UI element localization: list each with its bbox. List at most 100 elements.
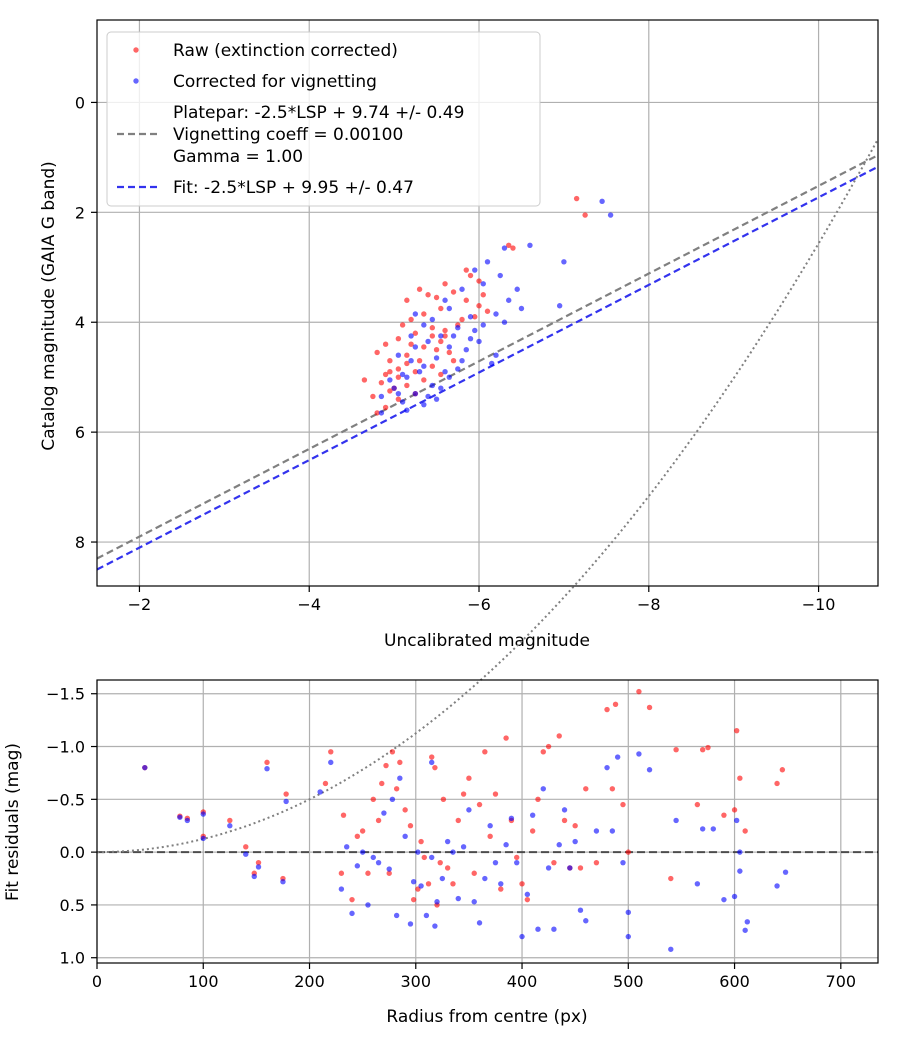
corrected-point (503, 842, 508, 847)
raw-point (705, 745, 710, 750)
corrected-point (482, 876, 487, 881)
corrected-point (459, 358, 464, 363)
raw-point (376, 818, 381, 823)
corrected-point (376, 860, 381, 865)
corrected-point (668, 947, 673, 952)
raw-point (383, 763, 388, 768)
raw-point (562, 818, 567, 823)
corrected-point (447, 306, 452, 311)
corrected-point (498, 273, 503, 278)
corrected-point (450, 849, 455, 854)
corrected-point (519, 934, 524, 939)
raw-point (481, 292, 486, 297)
corrected-point (485, 259, 490, 264)
raw-point (417, 287, 422, 292)
raw-point (426, 881, 431, 886)
corrected-point (468, 336, 473, 341)
corrected-point (466, 807, 471, 812)
corrected-point (737, 849, 742, 854)
corrected-point (413, 344, 418, 349)
y-tick-label: −0.5 (46, 790, 85, 809)
raw-point (421, 344, 426, 349)
raw-point (456, 818, 461, 823)
raw-point (379, 380, 384, 385)
bottom-x-axis-label: Radius from centre (px) (386, 1007, 587, 1027)
raw-point (430, 363, 435, 368)
corrected-point (695, 881, 700, 886)
corrected-point (535, 927, 540, 932)
corrected-point (481, 322, 486, 327)
raw-point (355, 834, 360, 839)
raw-point (417, 358, 422, 363)
y-tick-label: −1.0 (46, 738, 85, 757)
platepar-line (97, 155, 878, 558)
corrected-point (283, 799, 288, 804)
legend-raw-marker (133, 47, 138, 52)
corrected-point (599, 199, 604, 204)
raw-point (578, 865, 583, 870)
corrected-point (256, 864, 261, 869)
corrected-point (317, 789, 322, 794)
corrected-point (434, 396, 439, 401)
y-tick-label: 0 (75, 93, 85, 112)
corrected-point (476, 339, 481, 344)
raw-point (546, 744, 551, 749)
corrected-point (546, 865, 551, 870)
raw-point (434, 295, 439, 300)
raw-point (418, 839, 423, 844)
legend-corrected-label: Corrected for vignetting (173, 72, 377, 92)
corrected-point (349, 911, 354, 916)
corrected-point (425, 339, 430, 344)
raw-point (383, 372, 388, 377)
corrected-point (527, 243, 532, 248)
raw-point (582, 212, 587, 217)
corrected-point (418, 883, 423, 888)
magnitude-scatter-plot: −2 −4 −6 −8 −1002468 Uncalibrated magnitude … (39, 20, 878, 651)
corrected-point (493, 860, 498, 865)
corrected-point (379, 394, 384, 399)
corrected-point (721, 897, 726, 902)
raw-point (438, 306, 443, 311)
raw-point (365, 871, 370, 876)
corrected-point (562, 807, 567, 812)
corrected-point (551, 927, 556, 932)
corrected-point (626, 934, 631, 939)
corrected-point (447, 344, 452, 349)
raw-point (328, 749, 333, 754)
corrected-point (387, 377, 392, 382)
raw-point (383, 342, 388, 347)
raw-point (400, 322, 405, 327)
corrected-point (572, 839, 577, 844)
raw-point (583, 786, 588, 791)
legend-fit-label: Fit: -2.5*LSP + 9.95 +/- 0.47 (173, 178, 414, 198)
y-tick-label: 0.0 (60, 843, 85, 862)
corrected-point (610, 828, 615, 833)
x-tick-label: 300 (401, 972, 432, 991)
corrected-point (561, 259, 566, 264)
corrected-point (408, 921, 413, 926)
raw-point (636, 689, 641, 694)
corrected-point (391, 385, 396, 390)
corrected-point (402, 834, 407, 839)
raw-point (572, 823, 577, 828)
corrected-point (636, 751, 641, 756)
x-tick-label: 200 (294, 972, 325, 991)
corrected-point (438, 385, 443, 390)
raw-point (227, 818, 232, 823)
top-x-axis-label: Uncalibrated magnitude (384, 631, 590, 651)
raw-point (476, 303, 481, 308)
raw-point (626, 849, 631, 854)
corrected-point (711, 826, 716, 831)
corrected-point (502, 245, 507, 250)
x-tick-label: −6 (467, 595, 491, 614)
x-tick-label: 700 (826, 972, 857, 991)
raw-point (519, 881, 524, 886)
raw-point (737, 776, 742, 781)
corrected-point (397, 776, 402, 781)
raw-point (394, 786, 399, 791)
corrected-point (425, 394, 430, 399)
corrected-point (493, 353, 498, 358)
corrected-point (455, 325, 460, 330)
raw-point (421, 377, 426, 382)
x-tick-label: −4 (297, 595, 321, 614)
